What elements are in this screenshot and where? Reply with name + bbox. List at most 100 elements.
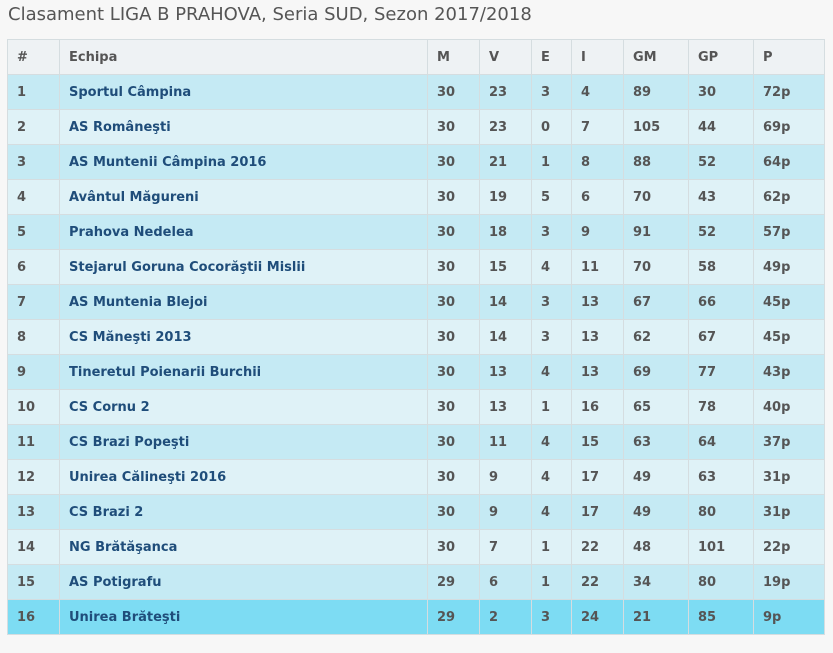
- cell-losses: 11: [571, 249, 624, 285]
- cell-goals-for: 91: [623, 214, 689, 250]
- cell-played: 30: [427, 424, 480, 460]
- header-row: # Echipa M V E I GM GP P: [7, 39, 825, 75]
- cell-team[interactable]: CS Cornu 2: [59, 389, 428, 425]
- cell-team[interactable]: AS Muntenii Câmpina 2016: [59, 144, 428, 180]
- cell-played: 30: [427, 214, 480, 250]
- cell-position: 16: [7, 599, 60, 635]
- cell-draws: 5: [531, 179, 572, 215]
- cell-position: 1: [7, 74, 60, 110]
- cell-losses: 13: [571, 319, 624, 355]
- cell-position: 14: [7, 529, 60, 565]
- cell-wins: 9: [479, 459, 532, 495]
- cell-wins: 2: [479, 599, 532, 635]
- cell-team[interactable]: Unirea Brăteşti: [59, 599, 428, 635]
- cell-losses: 7: [571, 109, 624, 145]
- cell-goals-against: 85: [688, 599, 754, 635]
- cell-team[interactable]: AS Muntenia Blejoi: [59, 284, 428, 320]
- cell-draws: 1: [531, 389, 572, 425]
- table-row[interactable]: 14 NG Brătăşanca 30 7 1 22 48 101 22p: [7, 529, 825, 565]
- cell-wins: 23: [479, 109, 532, 145]
- table-row[interactable]: 4 Avântul Măgureni 30 19 5 6 70 43 62p: [7, 179, 825, 215]
- col-header-wins[interactable]: V: [479, 39, 532, 75]
- cell-position: 9: [7, 354, 60, 390]
- col-header-losses[interactable]: I: [571, 39, 624, 75]
- col-header-points[interactable]: P: [753, 39, 825, 75]
- cell-played: 30: [427, 109, 480, 145]
- cell-wins: 13: [479, 389, 532, 425]
- cell-team[interactable]: Sportul Câmpina: [59, 74, 428, 110]
- table-row[interactable]: 5 Prahova Nedelea 30 18 3 9 91 52 57p: [7, 214, 825, 250]
- cell-goals-against: 43: [688, 179, 754, 215]
- cell-team[interactable]: CS Brazi 2: [59, 494, 428, 530]
- cell-wins: 15: [479, 249, 532, 285]
- cell-goals-against: 101: [688, 529, 754, 565]
- table-row[interactable]: 15 AS Potigrafu 29 6 1 22 34 80 19p: [7, 564, 825, 600]
- col-header-draws[interactable]: E: [531, 39, 572, 75]
- cell-losses: 9: [571, 214, 624, 250]
- col-header-goals-for[interactable]: GM: [623, 39, 689, 75]
- cell-played: 30: [427, 144, 480, 180]
- table-row[interactable]: 12 Unirea Călineşti 2016 30 9 4 17 49 63 31p: [7, 459, 825, 495]
- table-row[interactable]: 8 CS Măneşti 2013 30 14 3 13 62 67 45p: [7, 319, 825, 355]
- cell-position: 8: [7, 319, 60, 355]
- table-row[interactable]: 6 Stejarul Goruna Cocorăştii Mislii 30 15 4 1…: [7, 249, 825, 285]
- col-header-team[interactable]: Echipa: [59, 39, 428, 75]
- table-row[interactable]: 9 Tineretul Poienarii Burchii 30 13 4 13 69 77 4…: [7, 354, 825, 390]
- cell-points: 43p: [753, 354, 825, 390]
- cell-played: 30: [427, 459, 480, 495]
- cell-goals-against: 58: [688, 249, 754, 285]
- cell-draws: 3: [531, 284, 572, 320]
- cell-points: 45p: [753, 284, 825, 320]
- table-row[interactable]: 10 CS Cornu 2 30 13 1 16 65 78 40p: [7, 389, 825, 425]
- standings-table: # Echipa M V E I GM GP P 1 Sportul Câmpin…: [7, 39, 825, 635]
- cell-wins: 13: [479, 354, 532, 390]
- cell-team[interactable]: Stejarul Goruna Cocorăştii Mislii: [59, 249, 428, 285]
- cell-position: 15: [7, 564, 60, 600]
- cell-team[interactable]: NG Brătăşanca: [59, 529, 428, 565]
- cell-points: 9p: [753, 599, 825, 635]
- cell-losses: 17: [571, 494, 624, 530]
- cell-losses: 22: [571, 529, 624, 565]
- cell-losses: 16: [571, 389, 624, 425]
- cell-goals-for: 105: [623, 109, 689, 145]
- cell-goals-against: 64: [688, 424, 754, 460]
- cell-losses: 6: [571, 179, 624, 215]
- table-row[interactable]: 3 AS Muntenii Câmpina 2016 30 21 1 8 88 52 64p: [7, 144, 825, 180]
- table-row[interactable]: 2 AS Româneşti 30 23 0 7 105 44 69p: [7, 109, 825, 145]
- cell-played: 29: [427, 564, 480, 600]
- cell-wins: 19: [479, 179, 532, 215]
- cell-team[interactable]: CS Măneşti 2013: [59, 319, 428, 355]
- table-row[interactable]: 7 AS Muntenia Blejoi 30 14 3 13 67 66 45p: [7, 284, 825, 320]
- cell-goals-for: 70: [623, 249, 689, 285]
- cell-team[interactable]: AS Româneşti: [59, 109, 428, 145]
- cell-goals-against: 66: [688, 284, 754, 320]
- cell-losses: 24: [571, 599, 624, 635]
- cell-team[interactable]: Unirea Călineşti 2016: [59, 459, 428, 495]
- cell-goals-for: 69: [623, 354, 689, 390]
- cell-points: 31p: [753, 459, 825, 495]
- cell-goals-against: 77: [688, 354, 754, 390]
- col-header-pos[interactable]: #: [7, 39, 60, 75]
- cell-points: 72p: [753, 74, 825, 110]
- cell-wins: 6: [479, 564, 532, 600]
- cell-team[interactable]: Tineretul Poienarii Burchii: [59, 354, 428, 390]
- cell-position: 7: [7, 284, 60, 320]
- cell-draws: 4: [531, 459, 572, 495]
- table-row[interactable]: 1 Sportul Câmpina 30 23 3 4 89 30 72p: [7, 74, 825, 110]
- table-row[interactable]: 16 Unirea Brăteşti 29 2 3 24 21 85 9p: [7, 599, 825, 635]
- col-header-goals-against[interactable]: GP: [688, 39, 754, 75]
- cell-draws: 3: [531, 319, 572, 355]
- cell-draws: 3: [531, 599, 572, 635]
- cell-team[interactable]: Avântul Măgureni: [59, 179, 428, 215]
- cell-played: 30: [427, 284, 480, 320]
- cell-position: 3: [7, 144, 60, 180]
- cell-team[interactable]: AS Potigrafu: [59, 564, 428, 600]
- cell-team[interactable]: CS Brazi Popeşti: [59, 424, 428, 460]
- cell-losses: 4: [571, 74, 624, 110]
- table-row[interactable]: 13 CS Brazi 2 30 9 4 17 49 80 31p: [7, 494, 825, 530]
- cell-goals-for: 48: [623, 529, 689, 565]
- table-row[interactable]: 11 CS Brazi Popeşti 30 11 4 15 63 64 37p: [7, 424, 825, 460]
- cell-team[interactable]: Prahova Nedelea: [59, 214, 428, 250]
- col-header-played[interactable]: M: [427, 39, 480, 75]
- cell-draws: 1: [531, 144, 572, 180]
